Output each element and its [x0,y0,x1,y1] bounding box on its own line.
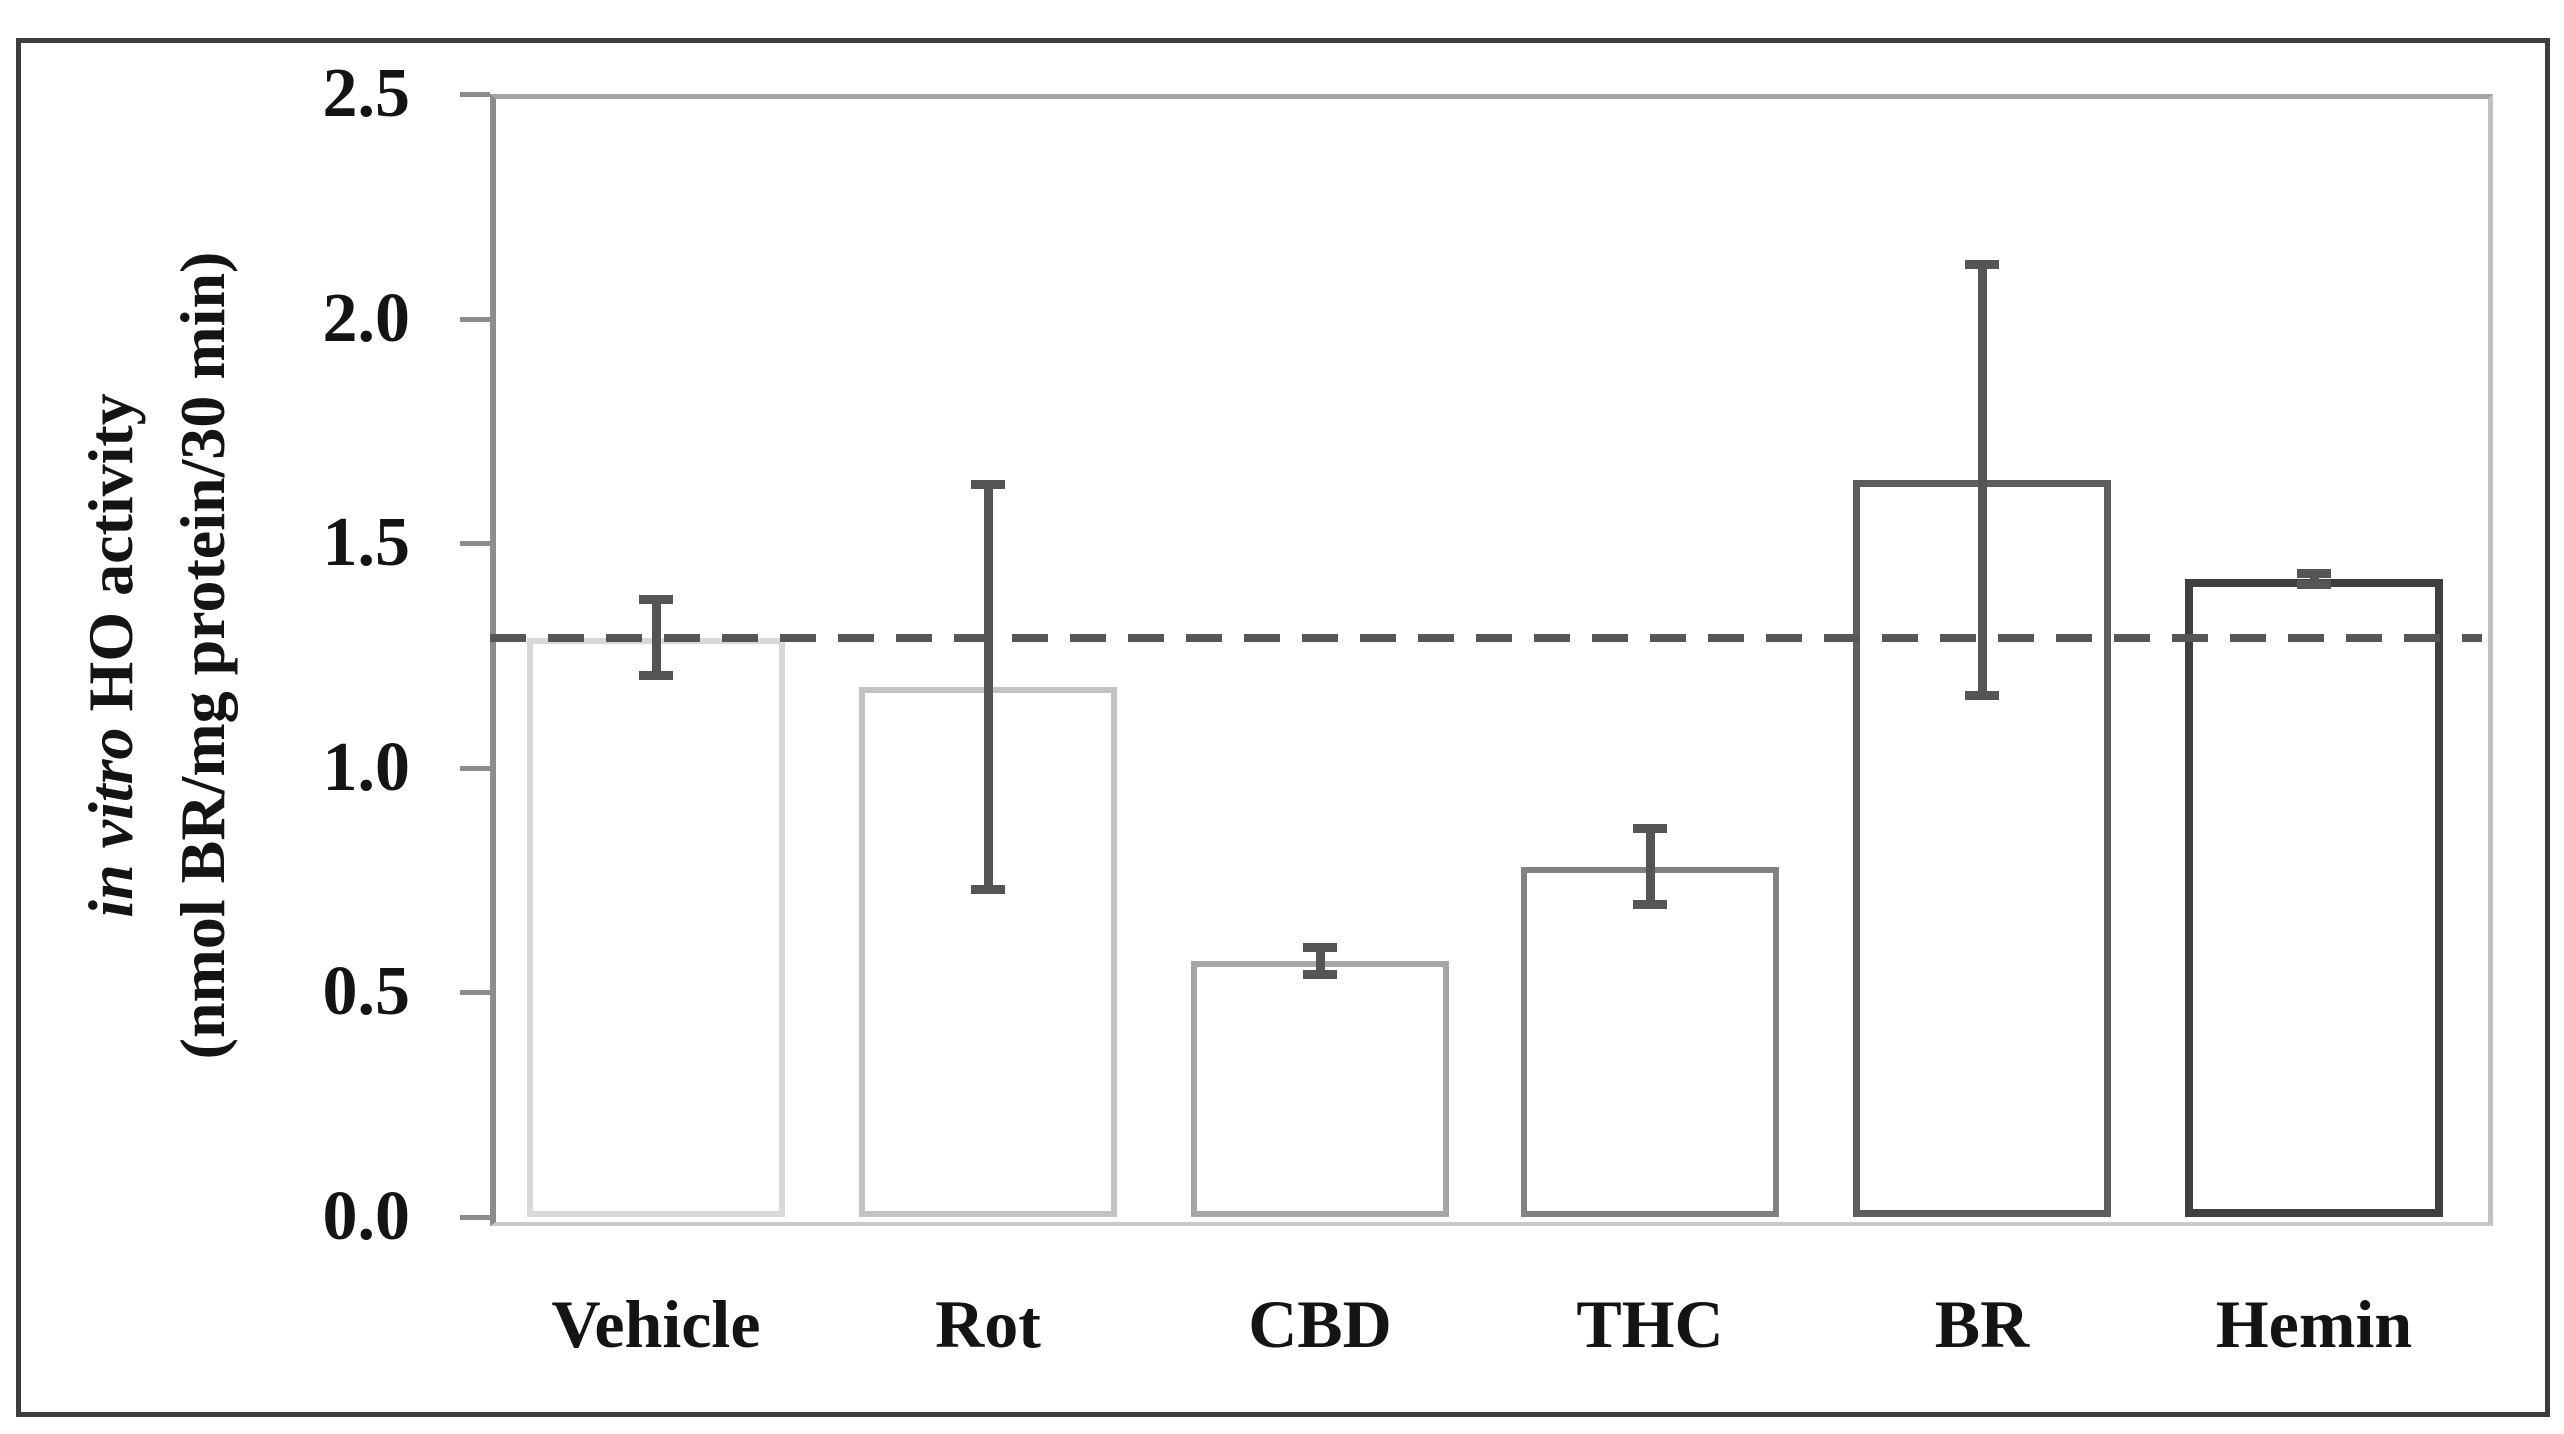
reference-dashed-line [490,633,2482,642]
error-bar-cap-low-vehicle [639,671,673,681]
error-bar-line-rot [983,484,993,890]
x-axis-label-rot: Rot [935,1286,1041,1362]
y-axis-tick-label: 0.5 [322,953,411,1031]
y-axis-tick [460,765,490,771]
y-axis-tick-label: 1.5 [322,504,411,582]
y-axis-tick [460,990,490,996]
error-bar-cap-low-br [1965,691,1999,701]
error-bar-cap-high-vehicle [639,594,673,604]
bar-thc [1521,866,1779,1217]
error-bar-line-hemin [2309,573,2319,585]
y-axis-tick-label: 2.0 [322,279,411,357]
x-axis-label-cbd: CBD [1248,1286,1392,1362]
error-bar-cap-high-hemin [2297,569,2331,579]
error-bar-line-br [1977,264,1987,696]
y-axis-tick-label: 2.5 [322,55,411,132]
y-axis-tick [460,541,490,547]
plot-area [490,94,2493,1226]
bar-cbd [1191,960,1449,1217]
error-bar-line-vehicle [651,599,661,676]
error-bar-cap-low-cbd [1303,969,1337,979]
y-axis-tick-label: 1.0 [322,728,411,806]
error-bar-cap-high-thc [1633,823,1667,833]
y-axis-tick [460,1215,490,1220]
x-axis-label-thc: THC [1576,1286,1724,1362]
y-axis-tick [460,316,490,322]
error-bar-cap-low-thc [1633,900,1667,910]
y-axis-tick-label: 0.0 [322,1178,411,1255]
y-axis-title-line2: (nmol BR/mg protein/30 min) [167,251,238,1060]
error-bar-cap-high-rot [971,480,1005,490]
y-axis-title-rest-part: HO activity [75,393,146,728]
x-axis-label-vehicle: Vehicle [551,1286,761,1362]
bar-hemin [2185,579,2443,1217]
bar-vehicle [527,637,785,1217]
error-bar-cap-low-hemin [2297,580,2331,590]
error-bar-cap-low-rot [971,884,1005,894]
y-axis-title: in vitro HO activity (nmol BR/mg protein… [52,94,262,1217]
error-bar-cap-high-cbd [1303,942,1337,952]
y-axis-title-italic-part: in vitro [75,727,146,918]
error-bar-line-cbd [1315,947,1325,975]
x-axis-label-br: BR [1934,1286,2030,1362]
x-axis-label-hemin: Hemin [2215,1286,2413,1362]
error-bar-line-thc [1645,828,1655,905]
y-axis-tick [460,92,490,97]
y-axis-title-line1: in vitro HO activity [65,393,157,917]
error-bar-cap-high-br [1965,260,1999,270]
